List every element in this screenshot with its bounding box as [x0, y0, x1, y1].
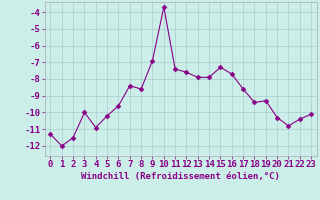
X-axis label: Windchill (Refroidissement éolien,°C): Windchill (Refroidissement éolien,°C) [81, 172, 280, 181]
